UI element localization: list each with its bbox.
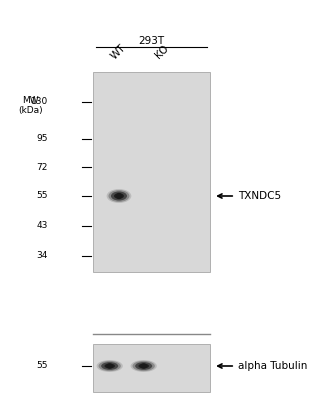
Ellipse shape	[140, 363, 147, 369]
Ellipse shape	[99, 361, 121, 371]
Ellipse shape	[111, 192, 127, 200]
Ellipse shape	[108, 190, 129, 202]
Ellipse shape	[106, 363, 113, 369]
Text: KO: KO	[153, 43, 170, 60]
Ellipse shape	[133, 361, 155, 371]
Text: 72: 72	[36, 163, 48, 172]
Text: MW
(kDa): MW (kDa)	[19, 96, 43, 115]
Ellipse shape	[116, 193, 122, 199]
Ellipse shape	[104, 364, 115, 368]
Text: 130: 130	[31, 98, 48, 106]
Text: alpha Tubulin: alpha Tubulin	[218, 361, 307, 371]
Ellipse shape	[138, 364, 149, 368]
Text: 95: 95	[36, 134, 48, 143]
FancyBboxPatch shape	[93, 72, 210, 272]
Ellipse shape	[107, 189, 131, 203]
Text: TXNDC5: TXNDC5	[218, 191, 281, 201]
Text: 43: 43	[36, 222, 48, 230]
Ellipse shape	[101, 362, 118, 370]
Ellipse shape	[135, 362, 152, 370]
Text: 55: 55	[36, 192, 48, 200]
Ellipse shape	[131, 360, 157, 372]
Text: WT: WT	[109, 42, 128, 61]
FancyBboxPatch shape	[93, 344, 210, 392]
Text: 34: 34	[36, 252, 48, 260]
Text: 293T: 293T	[138, 36, 164, 46]
Ellipse shape	[114, 193, 124, 199]
Ellipse shape	[96, 360, 123, 372]
Text: 55: 55	[36, 362, 48, 370]
